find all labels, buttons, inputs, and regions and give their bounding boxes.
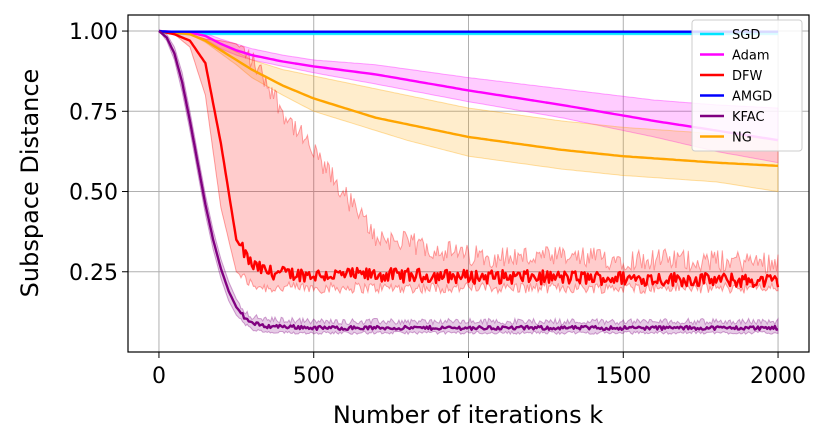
band-ng [158,30,779,193]
x-tick-label: 0 [152,364,166,389]
legend-label-adam: Adam [732,49,770,64]
legend-label-amgd: AMGD [732,90,772,105]
line-amgd [158,29,778,33]
x-tick-label: 1000 [441,364,497,389]
legend-box [691,19,803,152]
line-dfw [158,29,780,289]
x-tick-label: 1500 [595,364,651,389]
x-tick-label: 2000 [750,364,806,389]
y-tick-label: 0.50 [69,181,118,206]
line-kfac [158,30,779,331]
line-ng [158,29,779,167]
ticks-layer: 0 500 1000 1500 2000 0.25 0.50 0.75 1.00 [69,20,806,389]
y-tick-label: 1.00 [69,20,118,45]
y-axis-label: Subspace Distance [16,69,44,298]
legend-label-ng: NG [732,131,752,146]
legend-label-sgd: SGD [732,28,760,43]
band-kfac [158,30,779,336]
line-sgd [158,29,778,35]
legend-label-kfac: KFAC [732,110,765,125]
lines-layer [158,29,780,331]
band-dfw [158,30,779,295]
y-tick-label: 0.75 [69,100,118,125]
y-tick-label: 0.25 [69,261,118,286]
line-adam [158,29,779,142]
x-tick-label: 500 [293,364,335,389]
x-axis-label: Number of iterations k [333,401,603,429]
legend: SGD Adam DFW AMGD KFAC NG [691,19,803,152]
legend-label-dfw: DFW [732,69,762,84]
